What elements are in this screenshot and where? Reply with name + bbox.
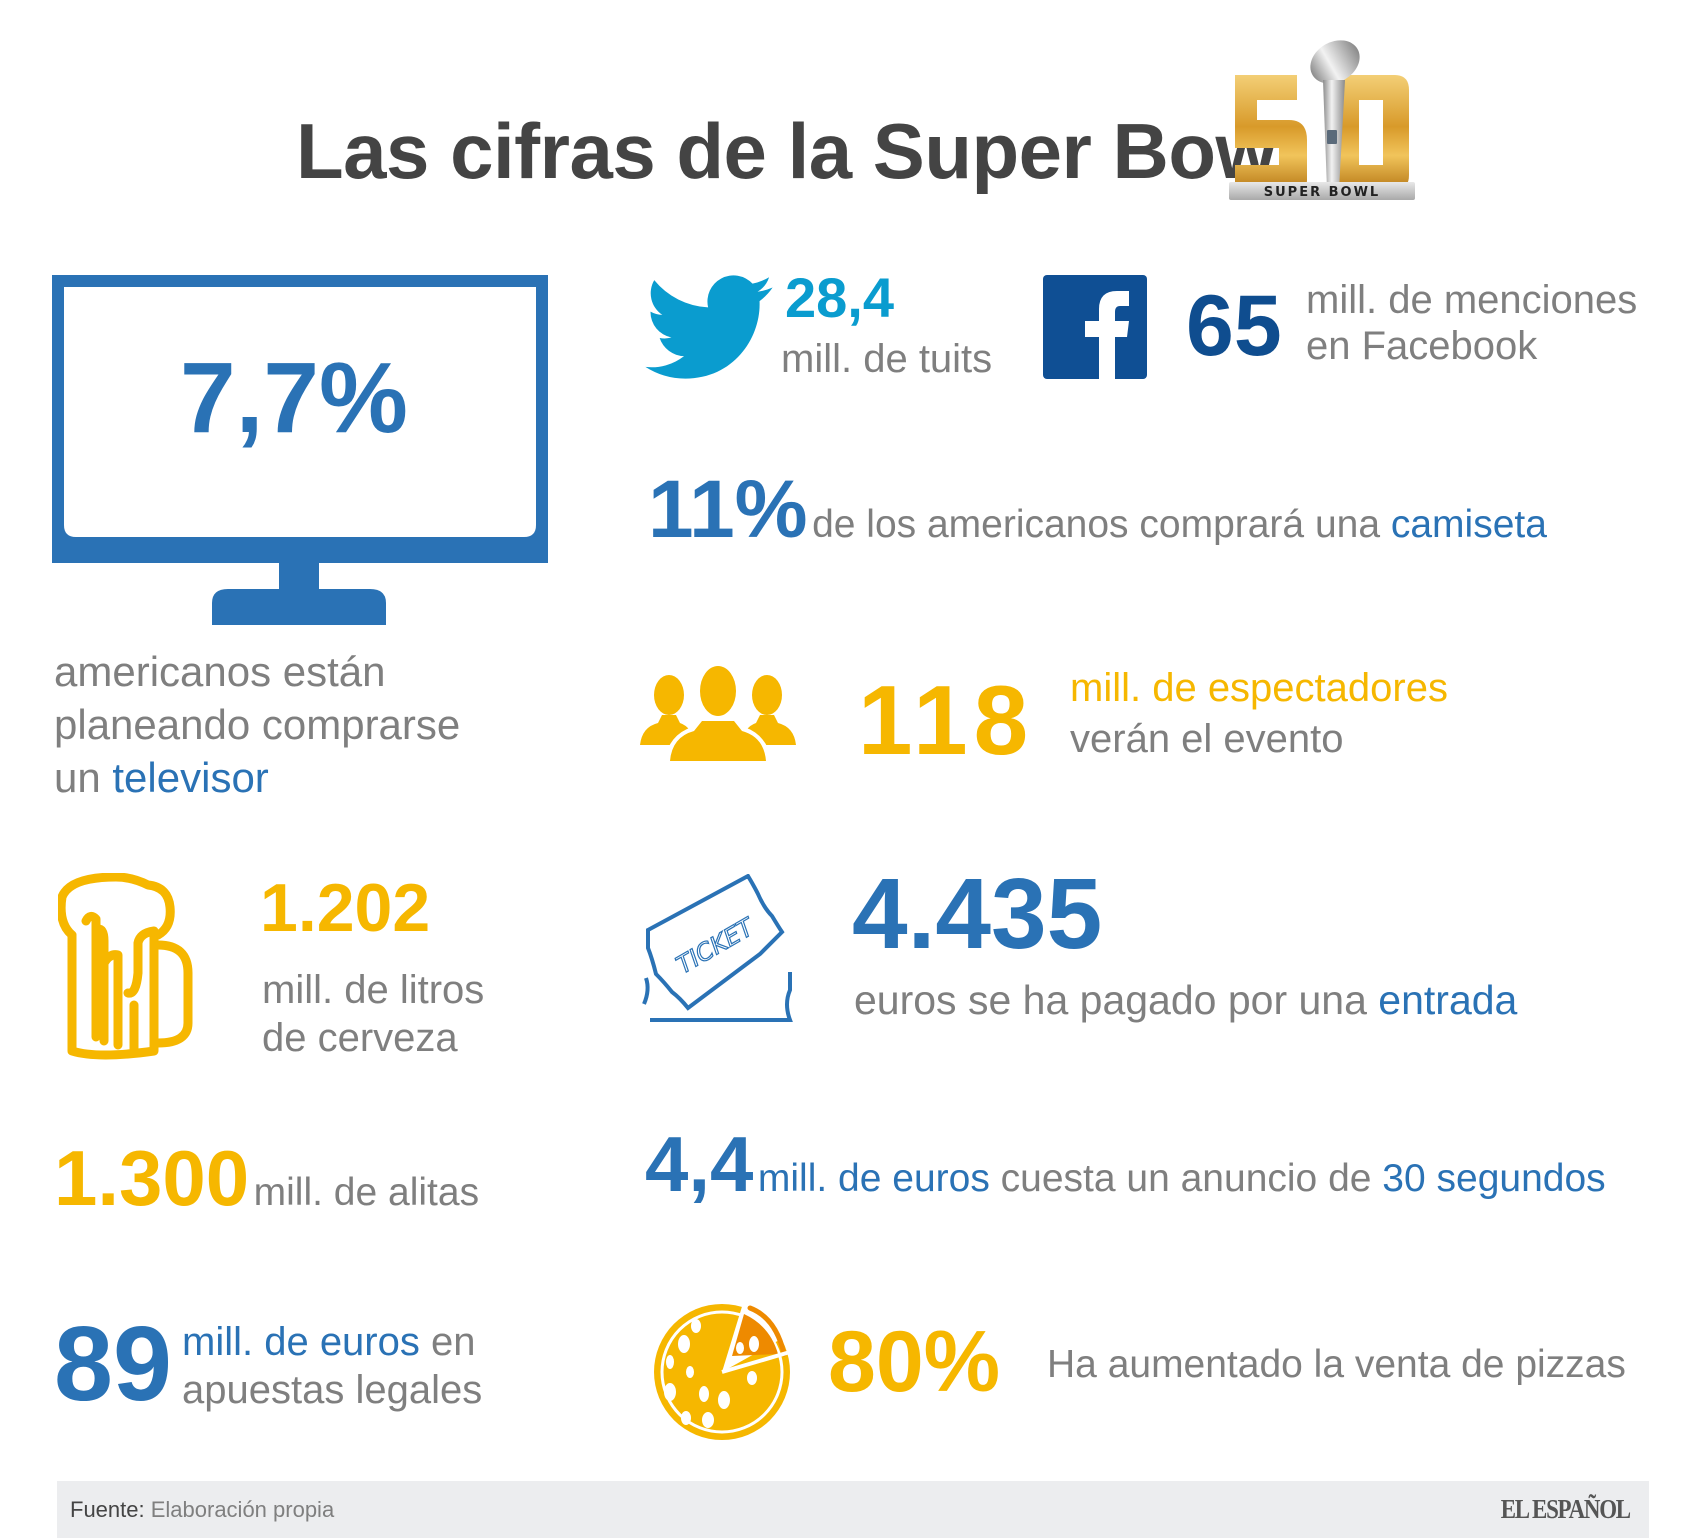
tshirt-highlight: camiseta bbox=[1390, 503, 1547, 546]
beer-line1: mill. de litros bbox=[262, 968, 485, 1012]
ad-highlight-duration: 30 segundos bbox=[1382, 1157, 1606, 1200]
twitter-bird-icon bbox=[645, 275, 773, 381]
facebook-icon bbox=[1043, 275, 1147, 379]
tv-percentage-value: 7,7% bbox=[180, 342, 408, 454]
wings-value: 1.300 bbox=[54, 1134, 250, 1222]
bets-line1-rest: en bbox=[419, 1320, 476, 1364]
twitter-value: 28,4 bbox=[785, 266, 894, 329]
pizza-icon bbox=[648, 1296, 808, 1442]
beer-mug-icon bbox=[56, 872, 198, 1075]
ticket-value: 4.435 bbox=[852, 858, 1103, 970]
tv-description-line2: planeando comprarse bbox=[54, 701, 461, 748]
viewers-value: 118 bbox=[858, 665, 1035, 775]
ticket-text: euros se ha pagado por una bbox=[854, 977, 1379, 1023]
tv-description-line3-prefix: un bbox=[54, 754, 113, 801]
tshirt-text: de los americanos comprará una bbox=[812, 503, 1391, 546]
pizza-label: Ha aumentado la venta de pizzas bbox=[1047, 1343, 1626, 1386]
ad-stat: 4,4 mill. de euros cuesta un anuncio de … bbox=[645, 1122, 1606, 1229]
wings-stat: 1.300 mill. de alitas bbox=[54, 1136, 479, 1243]
viewers-line1: mill. de espectadores bbox=[1070, 666, 1448, 710]
viewers-line2: verán el evento bbox=[1070, 717, 1344, 761]
facebook-description: mill. de menciones en Facebook bbox=[1306, 277, 1637, 369]
tv-description: americanos están planeando comprarse un … bbox=[54, 645, 460, 804]
ad-highlight-amount: mill. de euros bbox=[757, 1157, 990, 1200]
beer-value: 1.202 bbox=[260, 870, 431, 946]
viewers-description: mill. de espectadores verán el evento bbox=[1070, 663, 1448, 765]
facebook-line1: mill. de menciones bbox=[1306, 278, 1638, 322]
bets-description: mill. de euros en apuestas legales bbox=[182, 1318, 482, 1414]
television-icon bbox=[52, 275, 548, 625]
bets-line2: apuestas legales bbox=[182, 1368, 483, 1412]
pizza-value: 80% bbox=[828, 1314, 1001, 1410]
tv-description-line1: americanos están bbox=[54, 648, 386, 695]
people-group-icon bbox=[640, 663, 796, 763]
tshirt-stat: 11% de los americanos comprará una camis… bbox=[648, 469, 1547, 573]
super-bowl-50-logo-icon: SUPER BOWL bbox=[1229, 40, 1415, 200]
wings-label: mill. de alitas bbox=[253, 1171, 480, 1214]
bets-highlight: mill. de euros bbox=[182, 1320, 420, 1364]
ad-value: 4,4 bbox=[645, 1120, 754, 1208]
source-value: Elaboración propia bbox=[144, 1497, 335, 1522]
ticket-icon: TICKET bbox=[640, 873, 804, 1022]
svg-text:TICKET: TICKET bbox=[672, 912, 761, 979]
svg-text:SUPER BOWL: SUPER BOWL bbox=[1264, 185, 1380, 200]
bets-value: 89 bbox=[54, 1305, 172, 1423]
tshirt-value: 11% bbox=[648, 464, 808, 555]
ad-text: cuesta un anuncio de bbox=[989, 1157, 1383, 1200]
beer-line2: de cerveza bbox=[262, 1016, 458, 1060]
facebook-line2: en Facebook bbox=[1306, 324, 1538, 368]
tv-highlight: televisor bbox=[112, 754, 269, 801]
publisher-logo: EL ESPAÑOL bbox=[1500, 1494, 1631, 1524]
facebook-value: 65 bbox=[1186, 278, 1282, 374]
super-bowl-50-logo: SUPER BOWL bbox=[1227, 30, 1417, 202]
ticket-highlight: entrada bbox=[1378, 977, 1518, 1023]
source-label: Fuente: bbox=[70, 1497, 145, 1522]
ticket-description: euros se ha pagado por una entrada bbox=[854, 976, 1517, 1024]
twitter-label: mill. de tuits bbox=[781, 337, 993, 381]
page-title: Las cifras de la Super Bowl bbox=[296, 107, 1297, 195]
footer-bar: Fuente: Elaboración propia EL ESPAÑOL bbox=[57, 1481, 1649, 1538]
source-credit: Fuente: Elaboración propia bbox=[70, 1497, 334, 1523]
beer-description: mill. de litros de cerveza bbox=[262, 966, 484, 1062]
